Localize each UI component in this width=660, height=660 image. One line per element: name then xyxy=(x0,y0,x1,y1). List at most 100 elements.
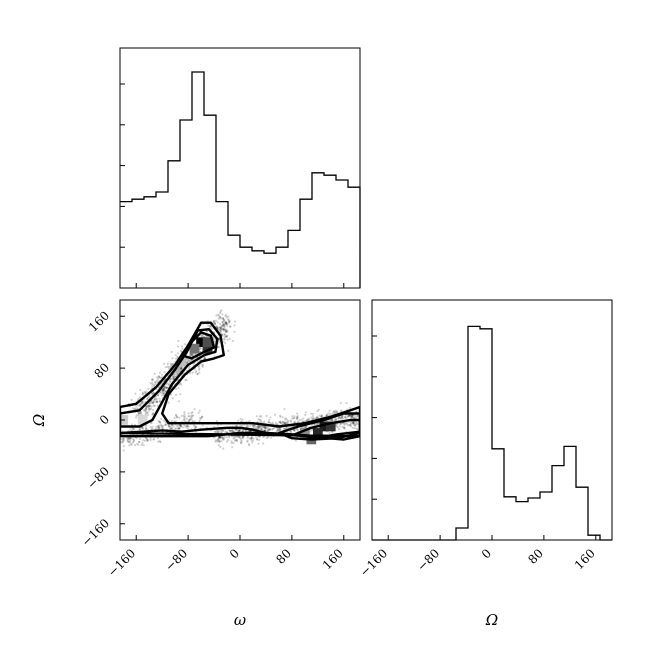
scatter-point xyxy=(219,315,222,319)
scatter-point xyxy=(295,417,298,420)
scatter-point xyxy=(349,424,352,427)
scatter-point xyxy=(222,447,225,450)
joint-density-panel: −160 −80 0 80 160 −160 −80 0 80 160 ω Ω xyxy=(30,299,363,629)
scatter-point xyxy=(144,408,147,411)
scatter-point xyxy=(153,399,156,402)
scatter-point xyxy=(270,428,274,431)
scatter-point xyxy=(169,380,172,383)
scatter-point xyxy=(290,431,293,434)
scatter-point xyxy=(180,383,183,386)
scatter-point xyxy=(166,382,169,385)
density-cell xyxy=(202,337,213,347)
scatter-point xyxy=(296,416,299,419)
scatter-point xyxy=(241,436,244,440)
contour-line xyxy=(120,321,360,441)
scatter-point xyxy=(144,407,147,410)
scatter-point xyxy=(199,418,202,421)
scatter-point xyxy=(142,439,145,442)
scatter-point xyxy=(218,316,221,319)
scatter-point xyxy=(296,429,299,432)
scatter-point xyxy=(132,440,135,443)
scatter-point xyxy=(197,411,200,414)
scatter-point xyxy=(216,440,219,443)
scatter-point xyxy=(237,436,240,439)
scatter-point xyxy=(219,445,222,449)
scatter-point xyxy=(206,335,209,338)
x-tick-label: 0 xyxy=(227,546,242,561)
scatter-point xyxy=(334,411,337,414)
scatter-point xyxy=(182,419,185,422)
scatter-point xyxy=(292,417,295,420)
scatter-point xyxy=(156,400,159,403)
scatter-point xyxy=(320,415,323,418)
scatter-point xyxy=(258,438,261,442)
scatter-point xyxy=(224,328,227,331)
scatter-point xyxy=(339,410,343,413)
scatter-point xyxy=(162,387,165,390)
scatter-point xyxy=(178,427,181,430)
scatter-point xyxy=(349,420,352,423)
scatter-point xyxy=(250,436,253,439)
scatter-point xyxy=(348,414,351,417)
scatter-point xyxy=(355,421,358,424)
scatter-point xyxy=(213,430,216,433)
scatter-point xyxy=(154,398,157,401)
scatter-point xyxy=(217,438,220,441)
scatter-point xyxy=(302,417,305,420)
scatter-point xyxy=(239,417,242,420)
scatter-point xyxy=(162,389,165,392)
scatter-point xyxy=(248,444,251,447)
scatter-point xyxy=(142,409,146,412)
scatter-point xyxy=(293,415,296,418)
scatter-point xyxy=(248,419,251,423)
x-tick-label: 80 xyxy=(525,546,546,567)
scatter-point xyxy=(279,420,282,424)
scatter-point xyxy=(245,425,248,428)
scatter-point xyxy=(257,425,260,428)
scatter-point xyxy=(241,436,244,439)
scatter-point xyxy=(220,325,223,328)
scatter-point xyxy=(200,333,203,336)
scatter-point xyxy=(334,418,337,421)
scatter-point xyxy=(215,326,219,329)
scatter-point xyxy=(241,418,244,421)
scatter-point xyxy=(156,426,160,429)
scatter-point xyxy=(200,415,204,418)
scatter-point xyxy=(218,440,221,443)
scatter-point xyxy=(219,328,222,331)
scatter-point xyxy=(225,329,229,332)
scatter-point xyxy=(202,335,205,338)
scatter-point xyxy=(153,404,156,407)
scatter-point xyxy=(156,424,159,428)
scatter-point xyxy=(260,428,263,431)
scatter-point xyxy=(158,371,162,374)
scatter-point xyxy=(149,426,152,429)
scatter-point xyxy=(158,426,161,429)
scatter-point xyxy=(145,406,148,409)
scatter-point xyxy=(175,416,178,419)
scatter-point xyxy=(178,427,181,430)
scatter-point xyxy=(183,424,186,427)
scatter-point xyxy=(139,404,142,407)
scatter-point xyxy=(263,426,266,429)
scatter-point xyxy=(145,405,148,408)
scatter-point xyxy=(337,416,340,420)
Omega-histogram-frame xyxy=(371,299,613,541)
scatter-point xyxy=(215,319,218,322)
scatter-point xyxy=(361,412,363,414)
scatter-point xyxy=(272,427,275,430)
scatter-point xyxy=(190,417,193,420)
scatter-point xyxy=(151,412,155,416)
scatter-point xyxy=(172,375,175,378)
scatter-point xyxy=(258,418,261,422)
scatter-point xyxy=(241,424,244,427)
scatter-point xyxy=(285,418,289,421)
scatter-point xyxy=(279,414,282,417)
scatter-point xyxy=(138,428,141,431)
scatter-point xyxy=(168,425,171,428)
scatter-point xyxy=(126,438,130,441)
scatter-point xyxy=(195,370,198,373)
scatter-point xyxy=(329,412,332,416)
scatter-point xyxy=(198,371,201,374)
scatter-point xyxy=(183,415,187,418)
